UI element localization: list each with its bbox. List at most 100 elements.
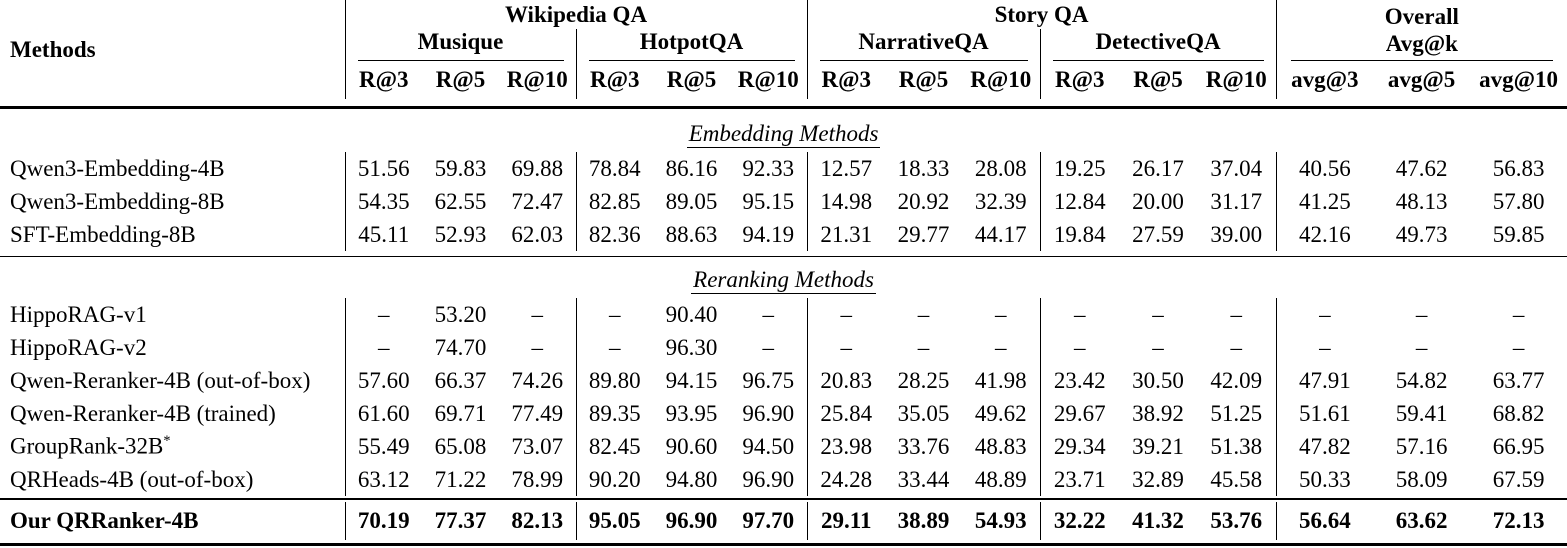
metric-value: – xyxy=(531,301,544,327)
metric-value: 30.50 xyxy=(1132,367,1184,393)
metric-value: 96.90 xyxy=(742,466,795,492)
metric-value: 92.33 xyxy=(742,155,795,181)
metric-value: 51.56 xyxy=(344,152,422,185)
metric-value: 47.82 xyxy=(1275,430,1374,463)
metric-value: 42.09 xyxy=(1210,367,1263,393)
metric-value: 14.98 xyxy=(806,185,886,218)
metric-value: 29.77 xyxy=(897,221,950,247)
metric-value: 88.63 xyxy=(665,221,718,247)
metric-value: 54.82 xyxy=(1395,367,1448,393)
metric-value: 96.90 xyxy=(665,508,718,533)
metric-value: 57.60 xyxy=(344,364,422,397)
group-header-overall: Overall Avg@k xyxy=(1275,0,1567,61)
method-name: HippoRAG-v1 xyxy=(0,298,346,331)
metric-value: 39.00 xyxy=(1210,221,1263,247)
table-row: Qwen3-Embedding-8B 54.35 62.55 72.47 82.… xyxy=(0,185,1567,218)
metric-value: 82.13 xyxy=(511,508,564,533)
metric-header: avg@5 xyxy=(1387,67,1456,92)
metric-value: – xyxy=(995,301,1007,327)
dataset-header-hotpotqa: HotpotQA xyxy=(575,29,808,61)
metric-header: R@10 xyxy=(970,67,1032,92)
thin-rule xyxy=(0,255,1567,257)
metric-value: – xyxy=(762,301,775,327)
metric-value: 55.49 xyxy=(344,430,422,463)
metric-header: R@5 xyxy=(666,67,717,92)
metric-value: – xyxy=(1152,334,1164,360)
metric-value: – xyxy=(1230,301,1243,327)
metric-value: – xyxy=(344,331,422,364)
metric-value: – xyxy=(806,298,886,331)
metric-value: 19.25 xyxy=(1039,152,1120,185)
dataset-header-narrativeqa: NarrativeQA xyxy=(806,29,1041,61)
metric-value: 89.35 xyxy=(575,397,653,430)
metric-value: 69.88 xyxy=(511,155,564,181)
metric-value: 44.17 xyxy=(974,221,1027,247)
metric-value: 40.56 xyxy=(1275,152,1374,185)
table-row: GroupRank-32B* 55.49 65.08 73.07 82.45 9… xyxy=(0,430,1567,463)
metric-value: 95.15 xyxy=(742,188,795,214)
metric-value: – xyxy=(1275,298,1374,331)
metric-header: avg@3 xyxy=(1275,61,1374,99)
metric-value: – xyxy=(1152,301,1164,327)
metric-value: 66.37 xyxy=(434,367,487,393)
metric-value: 38.92 xyxy=(1132,400,1184,426)
metric-value: 78.84 xyxy=(575,152,653,185)
overall-header-line1: Overall xyxy=(1384,3,1459,29)
metric-value: 26.17 xyxy=(1132,155,1184,181)
metric-value: 48.13 xyxy=(1395,188,1448,214)
metric-value: – xyxy=(575,331,653,364)
metric-value: 77.49 xyxy=(511,400,564,426)
metric-value: 93.95 xyxy=(665,400,718,426)
metric-value: – xyxy=(762,334,775,360)
dataset-header-musique: Musique xyxy=(345,29,576,61)
metric-value: 59.85 xyxy=(1492,221,1545,247)
metric-value: 61.60 xyxy=(344,397,422,430)
metric-value: 51.25 xyxy=(1210,400,1263,426)
metric-value: 51.61 xyxy=(1275,397,1374,430)
metric-value: – xyxy=(917,334,930,360)
dataset-header-detectiveqa: DetectiveQA xyxy=(1039,29,1277,61)
metric-value: 33.44 xyxy=(897,466,950,492)
metric-value: – xyxy=(917,301,930,327)
section-title-embedding: Embedding Methods xyxy=(0,115,1567,152)
header-metric-row: R@3 R@5 R@10 R@3 R@5 R@10 R@3 R@5 R@10 R… xyxy=(0,61,1567,99)
metric-value: 90.40 xyxy=(665,301,718,327)
metric-value: 96.30 xyxy=(665,334,718,360)
metric-value: 74.70 xyxy=(434,334,487,360)
metric-value: – xyxy=(1039,298,1120,331)
metric-value: 32.39 xyxy=(974,188,1027,214)
table-row: Qwen3-Embedding-4B 51.56 59.83 69.88 78.… xyxy=(0,152,1567,185)
metric-value: 12.84 xyxy=(1039,185,1120,218)
method-name: QRHeads-4B (out-of-box) xyxy=(0,463,346,496)
metric-value: – xyxy=(995,334,1007,360)
metric-value: – xyxy=(1415,334,1428,360)
metric-value: 21.31 xyxy=(806,218,886,251)
metric-value: 82.85 xyxy=(575,185,653,218)
method-name: Qwen3-Embedding-8B xyxy=(0,185,346,218)
metric-value: 63.77 xyxy=(1492,367,1545,393)
metric-value: 48.83 xyxy=(974,433,1027,459)
metric-value: 59.83 xyxy=(434,155,487,181)
metric-value: 33.76 xyxy=(897,433,950,459)
header-methods: Methods xyxy=(0,0,346,99)
metric-value: 31.17 xyxy=(1210,188,1263,214)
double-rule xyxy=(0,542,1567,546)
metric-value: 77.37 xyxy=(434,508,487,533)
section-title-label: Embedding Methods xyxy=(686,120,881,148)
section-title-label: Reranking Methods xyxy=(691,266,876,294)
metric-value: 90.20 xyxy=(575,463,653,496)
method-name: Qwen-Reranker-4B (trained) xyxy=(0,397,346,430)
metric-value: 94.15 xyxy=(665,367,718,393)
metric-value: 78.99 xyxy=(511,466,564,492)
metric-value: 67.59 xyxy=(1492,466,1545,492)
method-name: Qwen-Reranker-4B (out-of-box) xyxy=(0,364,346,397)
metric-value: 65.08 xyxy=(434,433,487,459)
metric-value: 52.93 xyxy=(434,221,487,247)
metric-header: avg@10 xyxy=(1479,67,1559,92)
metric-value: 97.70 xyxy=(742,508,795,533)
metric-value: – xyxy=(1512,301,1525,327)
metric-value: 73.07 xyxy=(511,433,564,459)
header-dataset-row: Musique HotpotQA NarrativeQA DetectiveQA xyxy=(0,29,1567,61)
metric-value: 59.41 xyxy=(1395,400,1448,426)
metric-value: 45.58 xyxy=(1210,466,1263,492)
